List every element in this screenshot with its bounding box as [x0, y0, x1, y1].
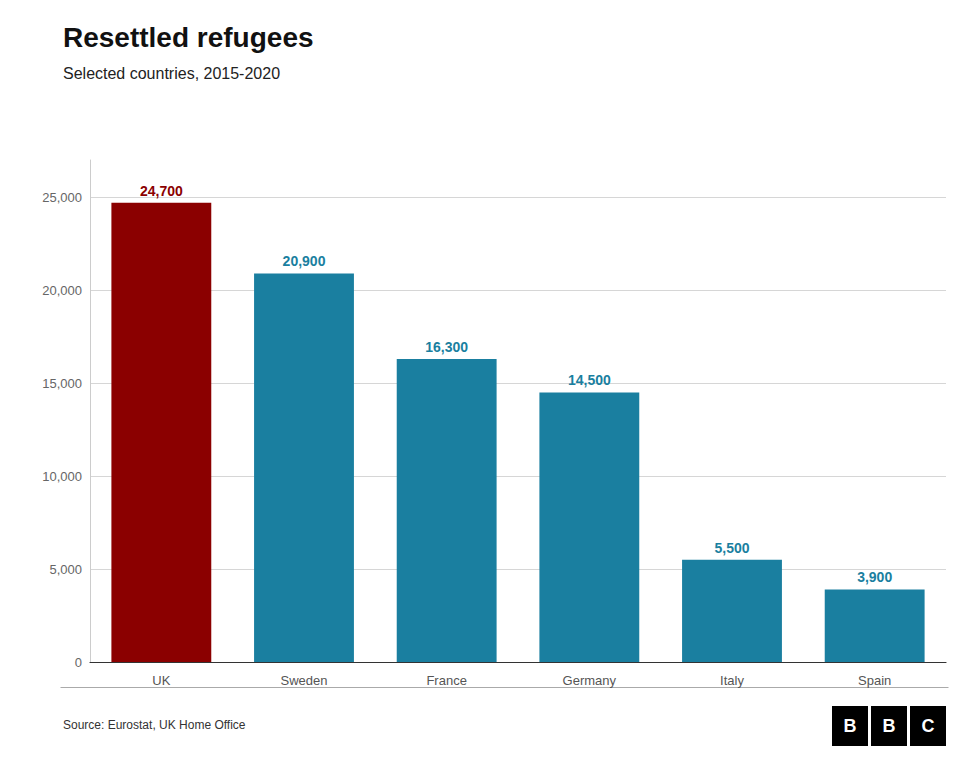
- svg-text:Germany: Germany: [563, 673, 617, 688]
- svg-text:5,500: 5,500: [714, 540, 749, 556]
- svg-text:Resettled refugees: Resettled refugees: [63, 22, 314, 53]
- svg-text:France: France: [426, 673, 466, 688]
- svg-text:C: C: [922, 716, 935, 736]
- svg-text:Sweden: Sweden: [281, 673, 328, 688]
- svg-text:Spain: Spain: [858, 673, 891, 688]
- svg-text:Source: Eurostat, UK Home Offi: Source: Eurostat, UK Home Office: [63, 718, 246, 732]
- svg-text:Italy: Italy: [720, 673, 744, 688]
- svg-text:Selected countries, 2015-2020: Selected countries, 2015-2020: [63, 65, 280, 82]
- svg-text:20,000: 20,000: [42, 283, 82, 298]
- svg-text:5,000: 5,000: [49, 562, 82, 577]
- svg-text:3,900: 3,900: [857, 569, 892, 585]
- svg-text:0: 0: [75, 655, 82, 670]
- svg-text:10,000: 10,000: [42, 469, 82, 484]
- svg-text:B: B: [883, 716, 896, 736]
- svg-text:B: B: [844, 716, 857, 736]
- svg-text:16,300: 16,300: [425, 339, 468, 355]
- svg-text:25,000: 25,000: [42, 190, 82, 205]
- svg-text:UK: UK: [152, 673, 170, 688]
- svg-text:15,000: 15,000: [42, 376, 82, 391]
- svg-text:24,700: 24,700: [140, 183, 183, 199]
- svg-text:20,900: 20,900: [283, 253, 326, 269]
- svg-text:14,500: 14,500: [568, 372, 611, 388]
